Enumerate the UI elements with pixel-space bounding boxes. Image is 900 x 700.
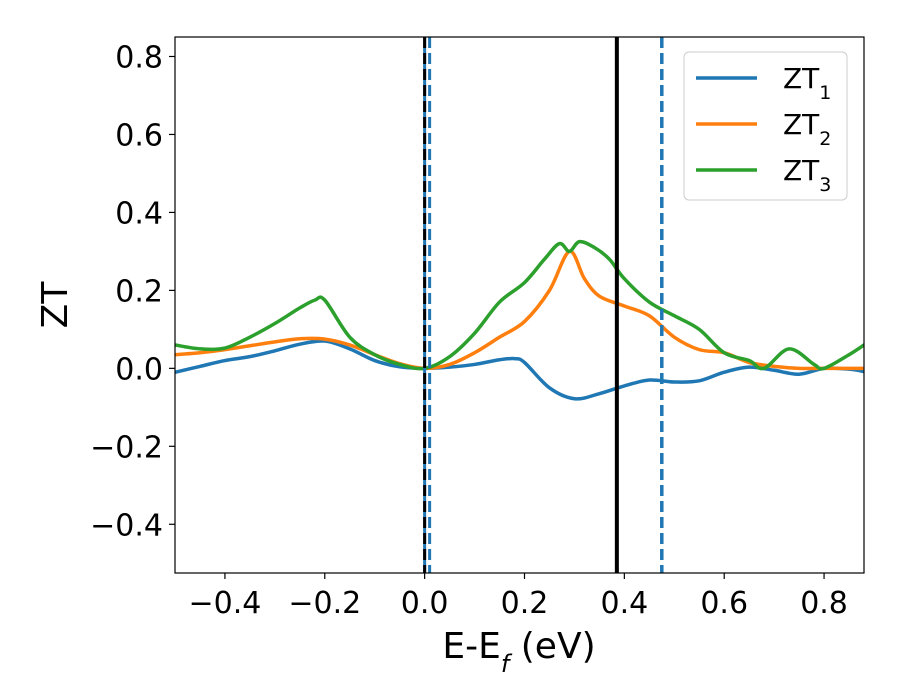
y-axis-label: ZT <box>35 281 76 329</box>
legend-box <box>683 51 848 201</box>
y-tick-label: −0.2 <box>90 430 163 465</box>
legend-label-zt2: ZT2 <box>783 108 831 150</box>
y-tick-label: 0.2 <box>115 274 163 309</box>
y-tick-label: 0.0 <box>115 352 163 387</box>
x-tick-label: 0.0 <box>401 586 449 621</box>
legend-label-zt3: ZT3 <box>783 154 831 196</box>
legend-label-zt1: ZT1 <box>783 62 831 104</box>
y-tick-label: 0.6 <box>115 118 163 153</box>
x-axis-label: E-Ef (eV) <box>442 626 595 678</box>
y-tick-label: 0.8 <box>115 40 163 75</box>
x-tick-label: 0.4 <box>600 586 648 621</box>
x-tick-label: 0.8 <box>800 586 848 621</box>
series-line-zt1 <box>175 339 864 401</box>
y-tick-label: −0.4 <box>90 508 163 543</box>
x-tick-label: −0.2 <box>288 586 361 621</box>
x-tick-label: 0.6 <box>700 586 748 621</box>
y-tick-label: 0.4 <box>115 196 163 231</box>
x-tick-label: −0.4 <box>188 586 261 621</box>
x-tick-label: 0.2 <box>501 586 549 621</box>
series-line-zt3 <box>175 239 864 371</box>
plot-frame <box>174 36 865 574</box>
